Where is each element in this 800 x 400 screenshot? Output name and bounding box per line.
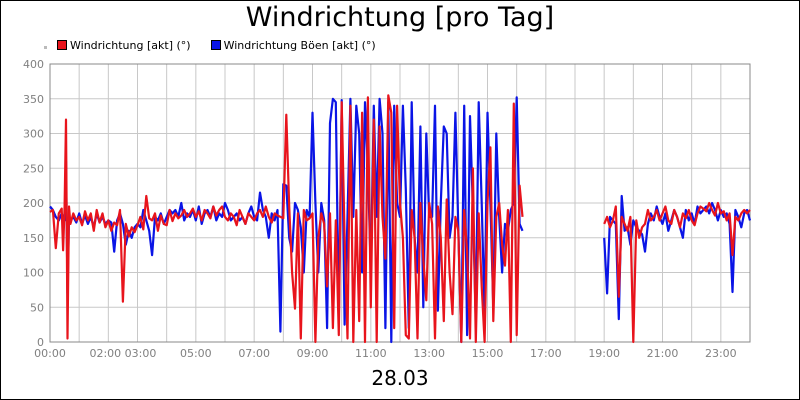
- legend-label-wind-direction: Windrichtung [akt] (°): [70, 38, 191, 52]
- x-tick-label: 17:00: [530, 347, 562, 360]
- date-label: 28.03: [371, 366, 429, 390]
- x-tick-label: 02:00 03:00: [89, 347, 156, 360]
- legend-item-wind-direction[interactable]: Windrichtung [akt] (°): [57, 39, 191, 52]
- y-tick-label: 150: [23, 232, 44, 245]
- x-tick-label: 21:00: [647, 347, 679, 360]
- x-tick-label: 00:00: [34, 347, 66, 360]
- y-tick-label: 100: [23, 267, 44, 280]
- y-tick-label: 200: [23, 197, 44, 210]
- series-line-wind-direction: [603, 201, 751, 344]
- x-tick-label: 11:00: [355, 347, 387, 360]
- x-tick-label: 23:00: [705, 347, 737, 360]
- y-tick-label: 350: [23, 93, 44, 106]
- legend-item-gust-direction[interactable]: Windrichtung Böen [akt] (°): [210, 38, 376, 52]
- legend-swatch-red: [57, 40, 67, 50]
- legend-toggle-icon: [44, 45, 47, 49]
- chart-title: Windrichtung [pro Tag]: [245, 2, 555, 33]
- y-tick-label: 50: [30, 301, 44, 314]
- x-tick-label: 05:00: [180, 347, 212, 360]
- y-tick-label: 0: [37, 336, 44, 349]
- chart-legend: Windrichtung [akt] (°) Windrichtung Böen…: [44, 37, 396, 53]
- y-tick-label: 300: [23, 128, 44, 141]
- plot-border: [49, 63, 751, 343]
- x-tick-label: 15:00: [472, 347, 504, 360]
- legend-label-gust-direction: Windrichtung Böen [akt] (°): [223, 38, 376, 52]
- y-tick-label: 400: [23, 58, 44, 71]
- legend-swatch-blue: [210, 40, 221, 50]
- x-tick-label: 09:00: [297, 347, 329, 360]
- x-tick-label: 19:00: [588, 347, 620, 360]
- series-line-wind-direction: [49, 94, 524, 344]
- y-tick-label: 250: [23, 162, 44, 175]
- x-tick-label: 07:00: [238, 347, 270, 360]
- x-tick-label: 13:00: [413, 347, 445, 360]
